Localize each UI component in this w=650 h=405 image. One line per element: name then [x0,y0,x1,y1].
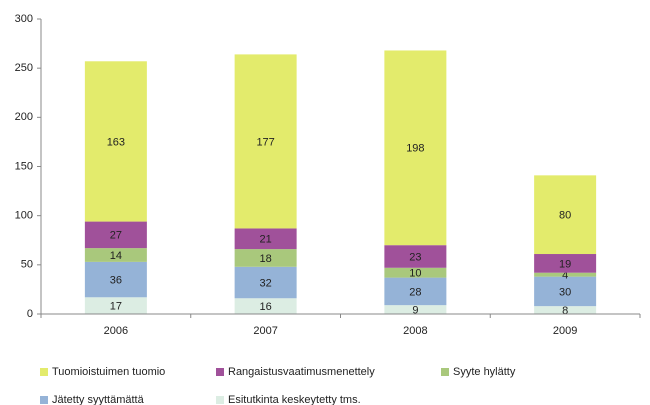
bar-segment [384,305,447,314]
bar-segment [84,261,147,298]
bar-segment [234,249,297,267]
bar-segment [384,267,447,278]
data-label: 177 [256,136,274,148]
bar-segment [534,254,597,273]
bar-segment [534,175,597,255]
bar-segment [534,306,597,314]
bar-segment [384,245,447,268]
legend-swatch [216,396,224,404]
legend-label: Syyte hylätty [453,366,516,378]
y-tick-label: 0 [27,308,33,320]
data-label: 4 [562,270,568,282]
data-label: 23 [409,251,421,263]
data-label: 9 [412,304,418,316]
data-label: 198 [406,143,424,155]
legend-swatch [216,368,224,376]
data-label: 163 [107,136,125,148]
bar-segment [234,228,297,250]
legend-swatch [40,368,48,376]
bar-segment [384,277,447,306]
y-tick-label: 250 [15,62,33,74]
x-tick-label: 2008 [403,325,427,337]
data-label: 27 [110,230,122,242]
data-label: 32 [260,277,272,289]
bar-segment [234,266,297,299]
bar-segment [534,276,597,307]
bar-segment [384,50,447,246]
legend-label: Esitutkinta keskeytetty tms. [228,394,361,405]
bar-segment [234,54,297,229]
data-label: 14 [110,250,122,262]
legend-label: Rangaistusvaatimusmenettely [228,366,375,378]
x-tick-label: 2009 [553,325,577,337]
bar-segment [534,272,597,277]
data-label: 28 [409,286,421,298]
bar-segment [84,61,147,222]
legend-swatch [441,368,449,376]
data-label: 17 [110,301,122,313]
data-label: 18 [260,253,272,265]
data-label: 19 [559,258,571,270]
data-label: 30 [559,286,571,298]
legend-swatch [40,396,48,404]
legend-label: Tuomioistuimen tuomio [52,366,165,378]
y-tick-label: 100 [15,210,33,222]
data-label: 21 [260,234,272,246]
x-tick-label: 2007 [253,325,277,337]
bar-segment [84,221,147,249]
y-tick-label: 150 [15,160,33,172]
x-tick-label: 2006 [104,325,128,337]
data-label: 8 [562,305,568,317]
y-tick-label: 200 [15,111,33,123]
y-tick-label: 50 [21,259,33,271]
data-label: 10 [409,268,421,280]
y-tick-label: 300 [15,13,33,25]
bar-segment [84,297,147,314]
data-label: 16 [260,301,272,313]
bar-segment [234,298,297,314]
data-label: 36 [110,274,122,286]
bar-segment [84,248,147,262]
legend-label: Jätetty syyttämättä [52,394,145,405]
data-label: 80 [559,210,571,222]
